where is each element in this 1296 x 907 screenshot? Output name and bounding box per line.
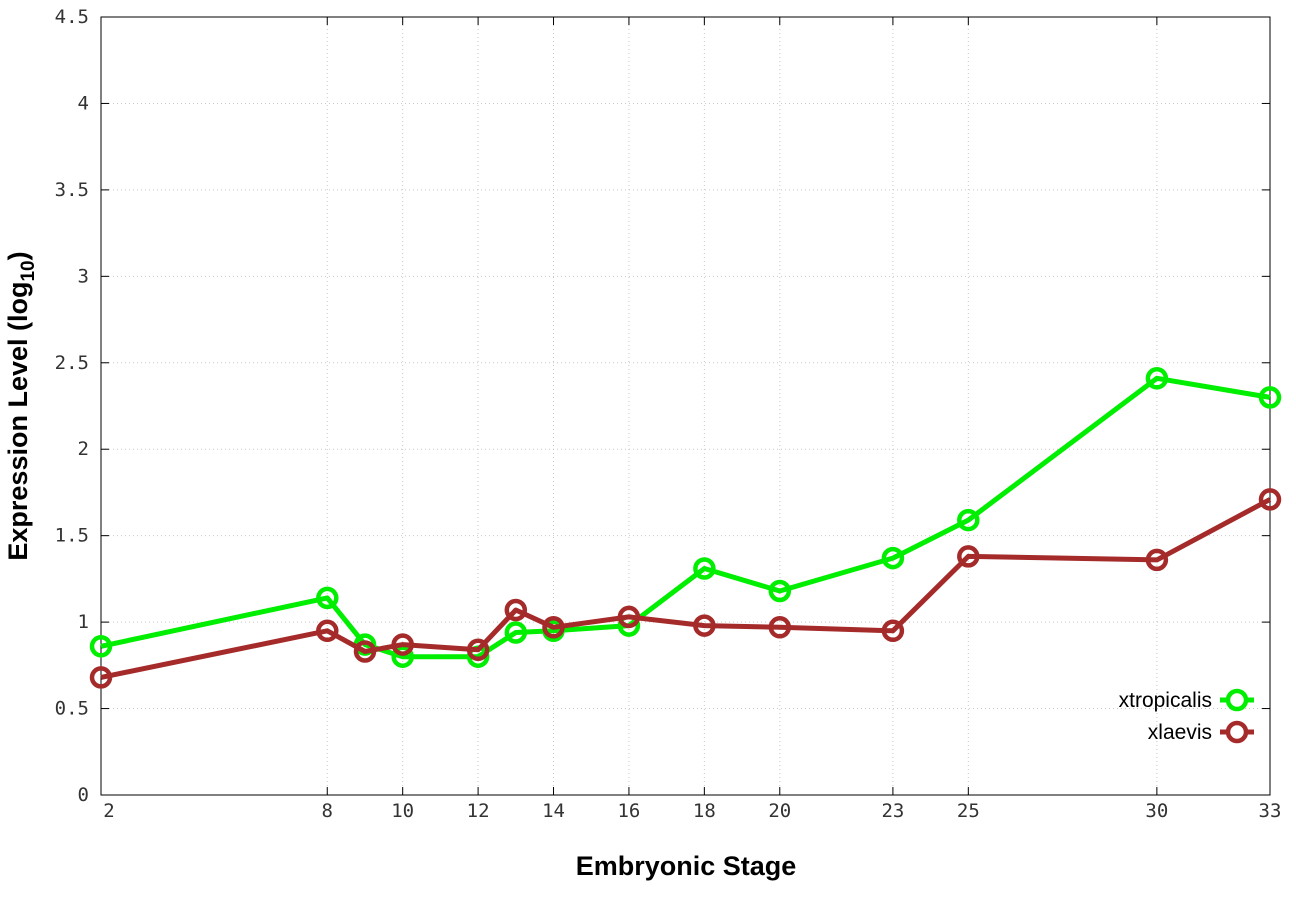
data-point-xtropicalis [89,635,113,658]
x-tick-label: 10 [391,800,414,822]
data-point-xlaevis [1145,548,1169,572]
x-tick-label: 16 [617,800,640,822]
x-tick-labels: 2 8 10 12 14 16 18 20 23 25 30 33 [103,800,1281,822]
y-tick-label: 4.5 [55,6,89,28]
data-point-xlaevis [466,638,490,662]
series-layer [89,367,1282,689]
y-tick-label: 2 [78,438,89,460]
data-point-xlaevis [957,545,980,568]
y-tick-label: 3.5 [55,179,89,201]
data-point-xtropicalis [1258,386,1282,409]
series-xlaevis [89,488,1282,689]
y-axis-title-main: Expression Level (log [3,282,33,561]
data-point-xtropicalis [316,586,339,610]
legend-label-xtropicalis: xtropicalis [1119,689,1212,712]
data-point-xtropicalis [1145,367,1169,390]
y-tick-label: 1.5 [55,525,89,547]
data-point-xlaevis [504,598,528,622]
data-point-xlaevis [89,666,113,689]
y-tick-label: 3 [78,265,89,287]
x-tick-label: 2 [103,800,114,822]
y-tick-label: 4 [78,92,89,114]
y-axis-title: Expression Level (log10) [3,251,39,560]
y-tick-label: 2.5 [55,352,89,374]
data-point-xlaevis [542,616,565,639]
data-point-xlaevis [353,640,377,663]
series-line-xlaevis [100,497,1272,680]
y-tick-label: 1 [78,611,89,633]
x-tick-label: 23 [881,800,904,822]
data-point-xlaevis [693,614,716,637]
data-point-xlaevis [768,616,792,639]
x-tick-label: 33 [1259,800,1282,822]
legend-marker-xlaevis [1225,720,1249,744]
data-point-xlaevis [881,619,905,643]
data-point-xtropicalis [504,621,528,644]
y-tick-labels: 0 0.5 1 1.5 2 2.5 3 3.5 4 4.5 [55,6,89,806]
data-point-xtropicalis [957,508,980,532]
data-point-xtropicalis [881,546,905,570]
data-point-xtropicalis [768,579,792,603]
data-point-xtropicalis [693,557,716,580]
x-tick-label: 18 [693,800,716,822]
plot-frame [100,16,1271,796]
data-point-xlaevis [391,633,414,656]
legend-label-xlaevis: xlaevis [1148,721,1212,744]
data-point-xtropicalis [391,645,414,668]
y-axis-title-subscript: 10 [18,260,39,281]
x-tick-label: 14 [542,800,565,822]
y-tick-label: 0.5 [55,698,89,720]
series-line-xtropicalis [100,375,1271,660]
axis-ticks [100,16,1271,796]
x-tick-label: 25 [957,800,980,822]
y-tick-label: 0 [78,784,89,806]
y-axis-title-close: ) [3,251,33,260]
x-tick-label: 12 [467,800,490,822]
data-point-xlaevis [316,619,339,643]
x-tick-label: 30 [1145,800,1168,822]
x-tick-label: 20 [768,800,791,822]
grid-lines [101,17,1270,795]
x-axis-title: Embryonic Stage [576,851,797,881]
x-tick-label: 8 [322,800,333,822]
data-point-xlaevis [1258,488,1282,511]
legend-marker-xtropicalis [1225,688,1249,712]
data-point-xlaevis [617,605,641,629]
legend: xtropicalis xlaevis [1119,688,1254,744]
